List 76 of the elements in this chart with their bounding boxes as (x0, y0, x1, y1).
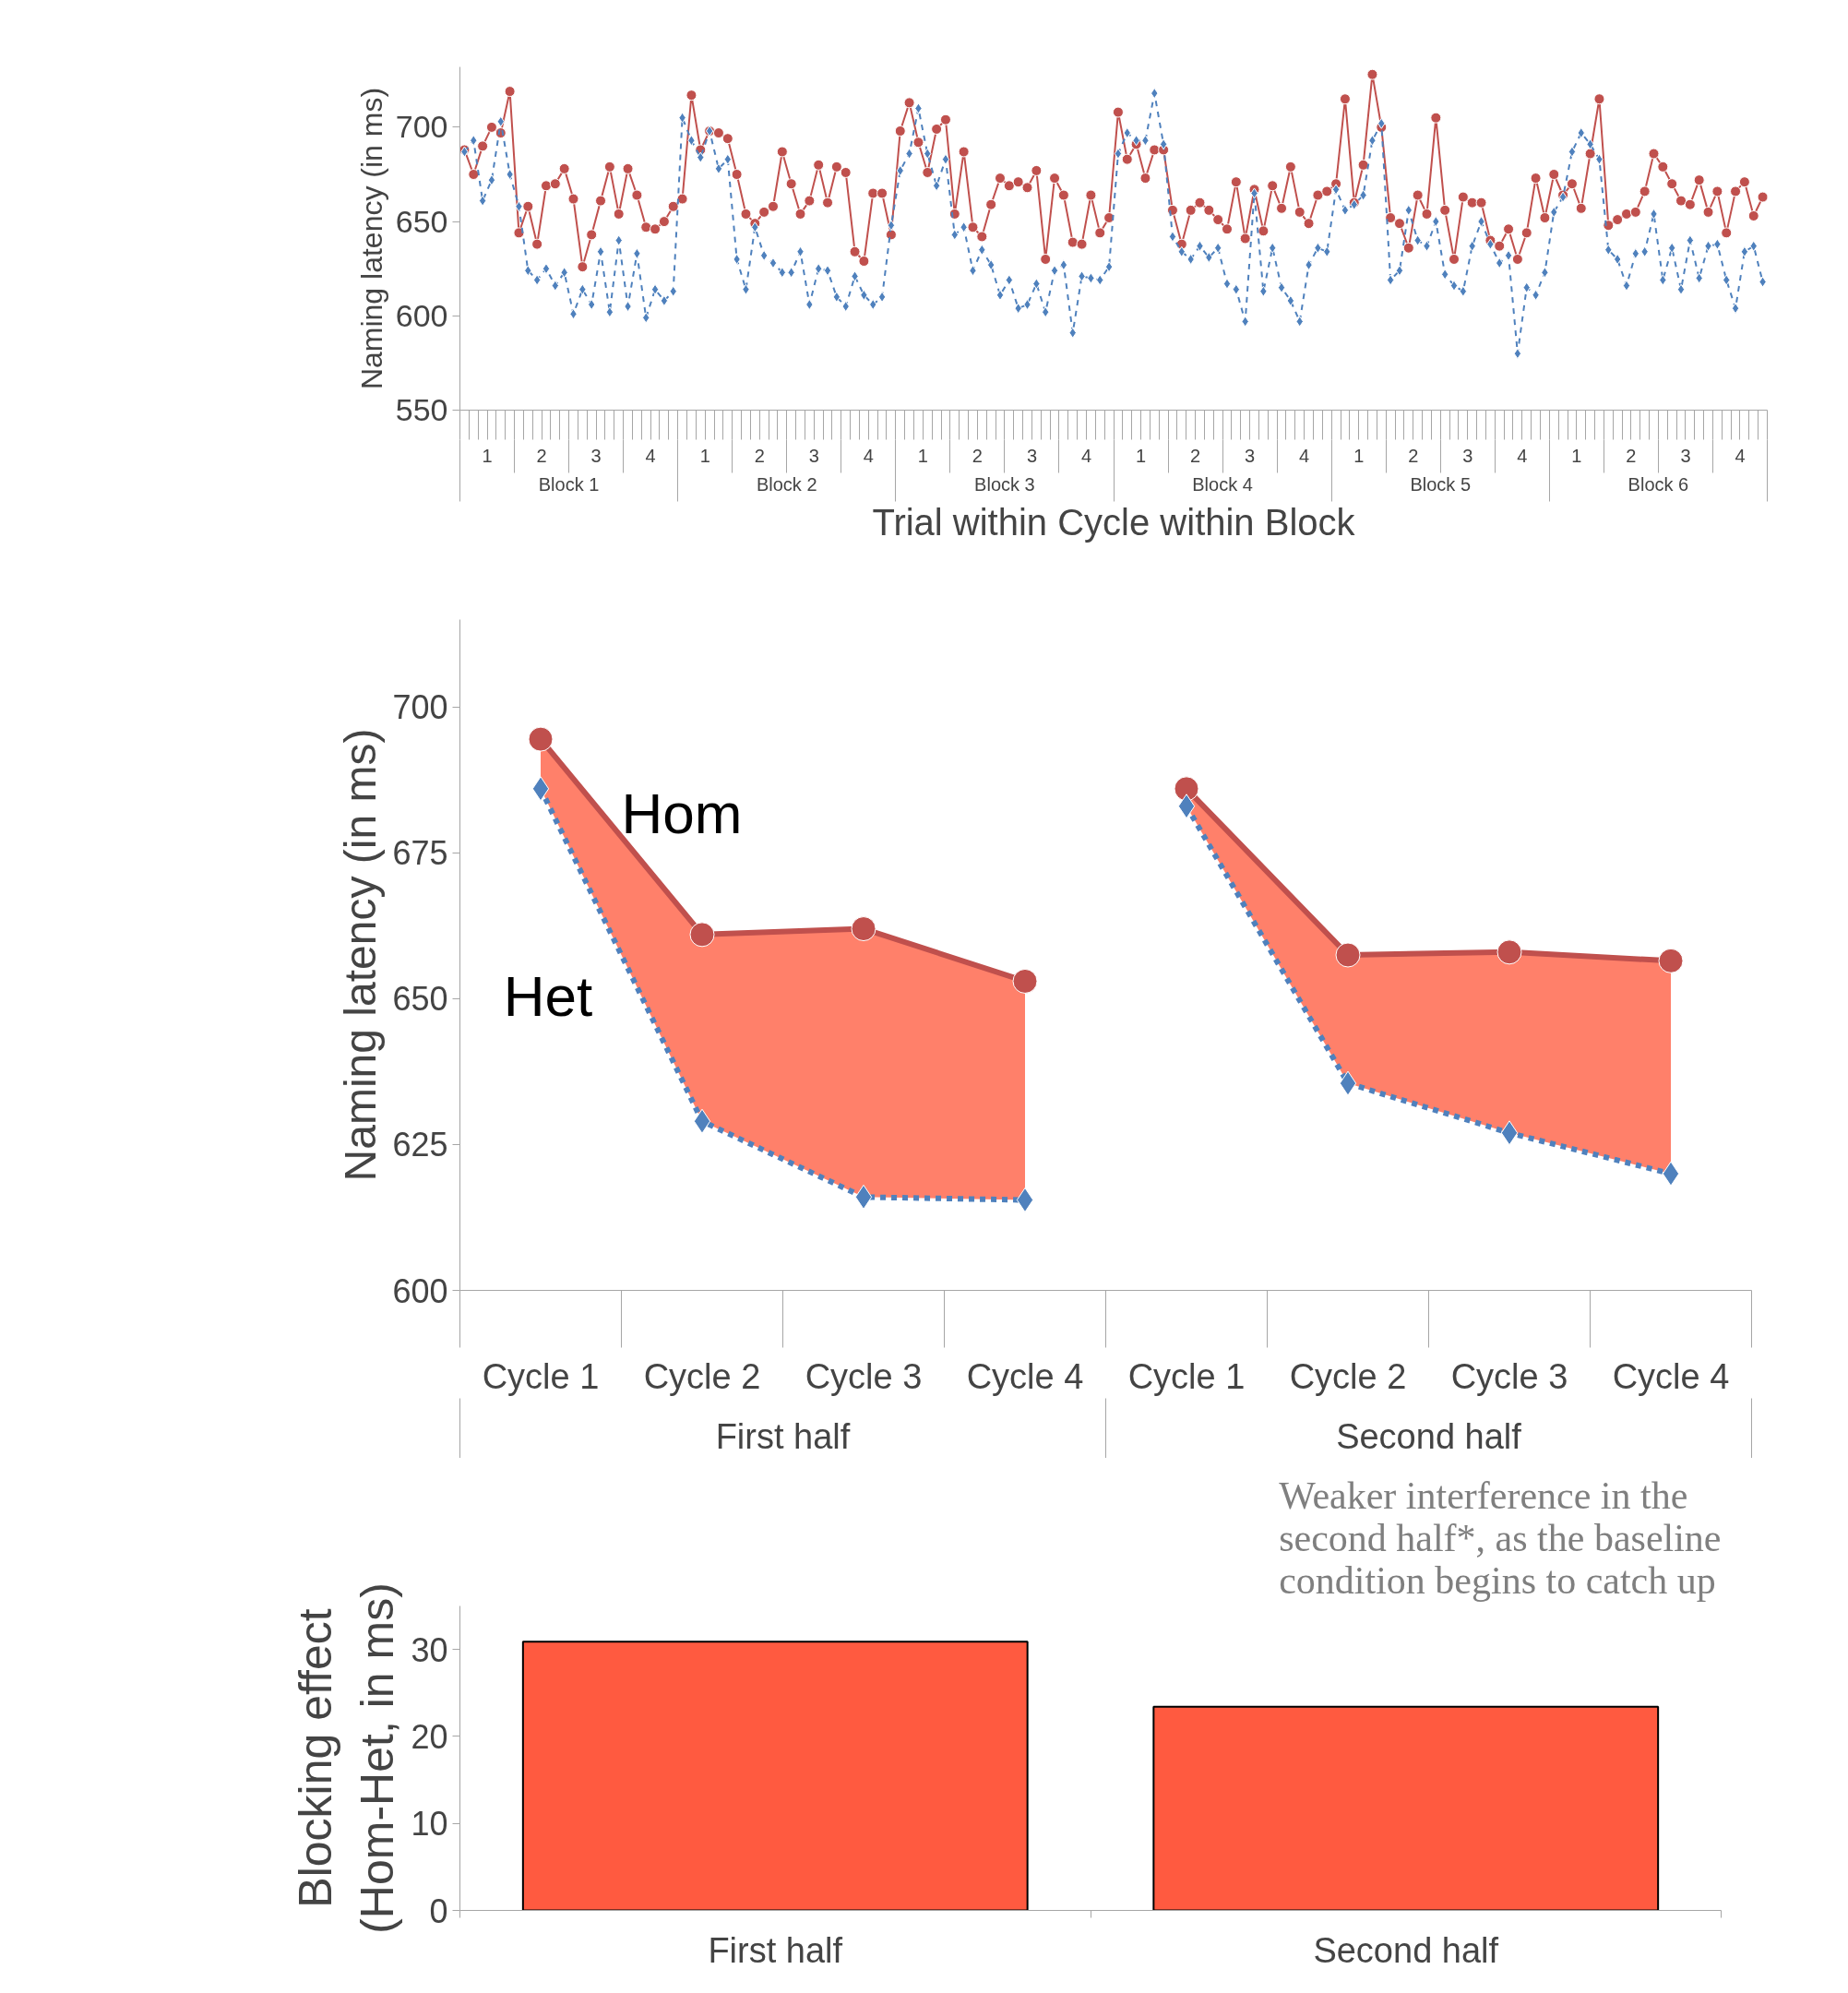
text: 4 (645, 445, 656, 466)
text: 2 (536, 445, 547, 466)
y-tick-label: 600 (395, 297, 448, 333)
point (689, 922, 715, 948)
text: Second half (1336, 1416, 1522, 1456)
text: 4 (1299, 445, 1310, 466)
text: 3 (1462, 445, 1473, 466)
text: 1 (1353, 445, 1365, 466)
y-tick-label: 10 (411, 1805, 448, 1844)
point (1016, 1187, 1034, 1213)
point (531, 776, 550, 802)
text: 1 (1135, 445, 1147, 466)
text: 2 (754, 445, 765, 466)
x-tick-label: Cycle 2 (1289, 1356, 1407, 1396)
text: 1 (917, 445, 928, 466)
x-tick-label: Cycle 4 (966, 1356, 1084, 1396)
x-tick-label: Cycle 1 (482, 1356, 600, 1396)
text: 3 (590, 445, 602, 466)
y-tick-label: 30 (411, 1630, 448, 1669)
text: First half (715, 1416, 851, 1456)
y-tick-label: 650 (392, 980, 448, 1019)
y-tick-label: 675 (392, 834, 448, 873)
text: Weaker interference in the second half*, as the baseline condition begins to catch up (1279, 1474, 1722, 1602)
point (1658, 948, 1684, 973)
text: 2 (1626, 445, 1637, 466)
point (851, 916, 876, 942)
point (693, 1108, 711, 1134)
y-tick-label: 550 (395, 392, 448, 427)
point (1662, 1161, 1680, 1187)
point (1500, 1120, 1519, 1146)
x-axis-title: Trial within Cycle within Block (872, 501, 1356, 543)
y-tick-label: 20 (411, 1717, 448, 1756)
x-tick-label: Cycle 4 (1612, 1356, 1730, 1396)
series-label: Het (503, 963, 593, 1028)
y-tick-label: 0 (429, 1892, 448, 1930)
point (1335, 942, 1361, 968)
series-label: Hom (621, 782, 743, 846)
point (1174, 776, 1199, 802)
text: 2 (1408, 445, 1419, 466)
y-tick-label: 650 (395, 203, 448, 239)
text: 1 (482, 445, 493, 466)
text: 2 (1190, 445, 1201, 466)
text: Block 5 (1410, 473, 1472, 495)
y-tick-label: 625 (392, 1126, 448, 1164)
text: 4 (1735, 445, 1746, 466)
x-tick-label: Cycle 3 (1450, 1356, 1568, 1396)
point (854, 1184, 873, 1210)
text: Block 4 (1192, 473, 1253, 495)
y-axis-title: Blocking effect (Hom-Het, in ms) (290, 1582, 404, 1934)
text: 3 (1026, 445, 1037, 466)
point (1177, 794, 1196, 819)
point (1496, 939, 1522, 965)
x-tick-label: Cycle 2 (643, 1356, 761, 1396)
text: 3 (1680, 445, 1691, 466)
text: 2 (972, 445, 983, 466)
point (1012, 968, 1038, 994)
text: 4 (1080, 445, 1092, 466)
y-axis-title: Naming latency (in ms) (354, 87, 388, 390)
text: Block 3 (974, 473, 1035, 495)
y-tick-label: 700 (395, 109, 448, 145)
point (1339, 1070, 1357, 1096)
x-tick-label: Cycle 1 (1127, 1356, 1246, 1396)
text: 3 (808, 445, 819, 466)
text: Block 6 (1627, 473, 1689, 495)
text: 3 (1245, 445, 1256, 466)
y-tick-label: 600 (392, 1271, 448, 1310)
text: Block 1 (538, 473, 600, 495)
text: Block 2 (756, 473, 817, 495)
y-axis-title: Naming latency (in ms) (336, 728, 386, 1182)
text: 4 (863, 445, 874, 466)
x-tick-label: Cycle 3 (805, 1356, 923, 1396)
point (528, 726, 554, 752)
text: 1 (699, 445, 710, 466)
y-tick-label: 700 (392, 688, 448, 727)
text: 1 (1571, 445, 1582, 466)
text: 4 (1517, 445, 1528, 466)
